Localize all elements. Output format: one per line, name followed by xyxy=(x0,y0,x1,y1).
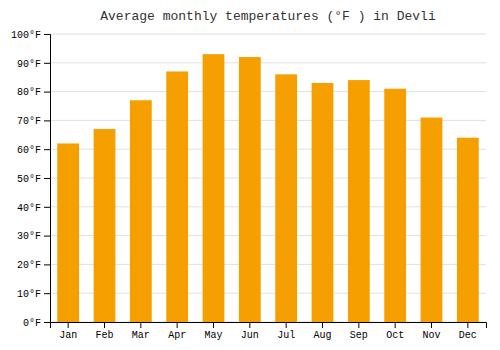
tick: Jul xyxy=(277,322,295,341)
tick-mark xyxy=(177,322,178,328)
bar xyxy=(457,138,479,322)
bar xyxy=(312,83,334,322)
tick-mark xyxy=(395,322,396,328)
tick: Oct xyxy=(386,322,404,341)
tick-mark xyxy=(44,92,50,93)
tick: Nov xyxy=(422,322,440,341)
bar xyxy=(166,71,188,322)
tick-mark xyxy=(104,322,105,328)
tick: Dec xyxy=(459,322,477,341)
tick-label: Jan xyxy=(59,330,77,341)
tick-label: Nov xyxy=(422,330,440,341)
tick: 0°F xyxy=(23,318,50,329)
tick-mark xyxy=(44,149,50,150)
tick-label: 80°F xyxy=(17,87,41,98)
tick-mark xyxy=(249,322,250,328)
tick-label: Feb xyxy=(95,330,113,341)
tick: 90°F xyxy=(17,59,50,70)
tick-label: May xyxy=(204,330,222,341)
tick-label: Sep xyxy=(350,330,368,341)
grid-line xyxy=(50,34,486,35)
bar xyxy=(203,54,225,322)
tick-mark xyxy=(44,178,50,179)
tick: 100°F xyxy=(11,30,50,41)
tick: Jan xyxy=(59,322,77,341)
tick: 20°F xyxy=(17,260,50,271)
tick-label: Jul xyxy=(277,330,295,341)
tick-label: 60°F xyxy=(17,145,41,156)
tick: 70°F xyxy=(17,116,50,127)
tick-mark xyxy=(213,322,214,328)
bar xyxy=(275,74,297,322)
grid-line xyxy=(50,62,486,63)
tick-label: 40°F xyxy=(17,203,41,214)
tick: 80°F xyxy=(17,87,50,98)
tick-label: Apr xyxy=(168,330,186,341)
tick-label: 90°F xyxy=(17,59,41,70)
bar xyxy=(94,129,116,322)
tick: 60°F xyxy=(17,145,50,156)
tick: Feb xyxy=(95,322,113,341)
tick: Sep xyxy=(350,322,368,341)
tick-mark xyxy=(44,322,50,323)
bar xyxy=(348,80,370,322)
tick: Jun xyxy=(241,322,259,341)
title: Average monthly temperatures (°F ) in De… xyxy=(100,9,436,24)
tick-mark xyxy=(467,322,468,328)
tick-label: 30°F xyxy=(17,231,41,242)
axis-line xyxy=(44,35,51,323)
grid xyxy=(50,34,486,322)
y-axis: 0°F 10°F 20°F 30°F 40°F 50°F 60°F 70°F 80°F 90°F 1… xyxy=(11,30,51,329)
tick-mark xyxy=(431,322,432,328)
tick-mark xyxy=(322,322,323,328)
tick-label: 10°F xyxy=(17,289,41,300)
tick-mark xyxy=(68,322,69,328)
axis-line xyxy=(51,323,487,329)
plot: 0°F 10°F 20°F 30°F 40°F 50°F 60°F 70°F 80°F 90°F 1… xyxy=(11,30,487,341)
bar xyxy=(130,100,152,322)
tick-mark xyxy=(44,293,50,294)
bar xyxy=(239,57,261,322)
tick-label: Mar xyxy=(132,330,150,341)
tick-label: 70°F xyxy=(17,116,41,127)
tick-mark xyxy=(44,120,50,121)
tick-label: Dec xyxy=(459,330,477,341)
tick-mark xyxy=(44,236,50,237)
grid-line xyxy=(50,91,486,92)
bars xyxy=(57,54,478,322)
tick-label: Aug xyxy=(313,330,331,341)
tick-mark xyxy=(140,322,141,328)
tick-mark xyxy=(44,34,50,35)
tick: 30°F xyxy=(17,231,50,242)
tick: Mar xyxy=(132,322,150,341)
x-axis: Jan Feb Mar Apr May Jun Jul Aug Sep Oct Nov Dec xyxy=(51,322,487,341)
tick-mark xyxy=(286,322,287,328)
tick-label: 50°F xyxy=(17,174,41,185)
tick-label: 0°F xyxy=(23,318,41,329)
tick: May xyxy=(204,322,222,341)
tick-label: 20°F xyxy=(17,260,41,271)
tick-mark xyxy=(358,322,359,328)
tick: Apr xyxy=(168,322,186,341)
tick: 50°F xyxy=(17,174,50,185)
tick: 40°F xyxy=(17,203,50,214)
tick-mark xyxy=(44,264,50,265)
bar xyxy=(421,118,443,322)
tick-mark xyxy=(44,207,50,208)
tick: 10°F xyxy=(17,289,50,300)
chart: 0°F 10°F 20°F 30°F 40°F 50°F 60°F 70°F 80°F 90°F 1… xyxy=(0,0,500,350)
tick-label: Oct xyxy=(386,330,404,341)
bar xyxy=(384,89,406,322)
tick-label: 100°F xyxy=(11,30,41,41)
tick-label: Jun xyxy=(241,330,259,341)
tick: Aug xyxy=(313,322,331,341)
tick-mark xyxy=(44,63,50,64)
bar xyxy=(57,143,79,322)
